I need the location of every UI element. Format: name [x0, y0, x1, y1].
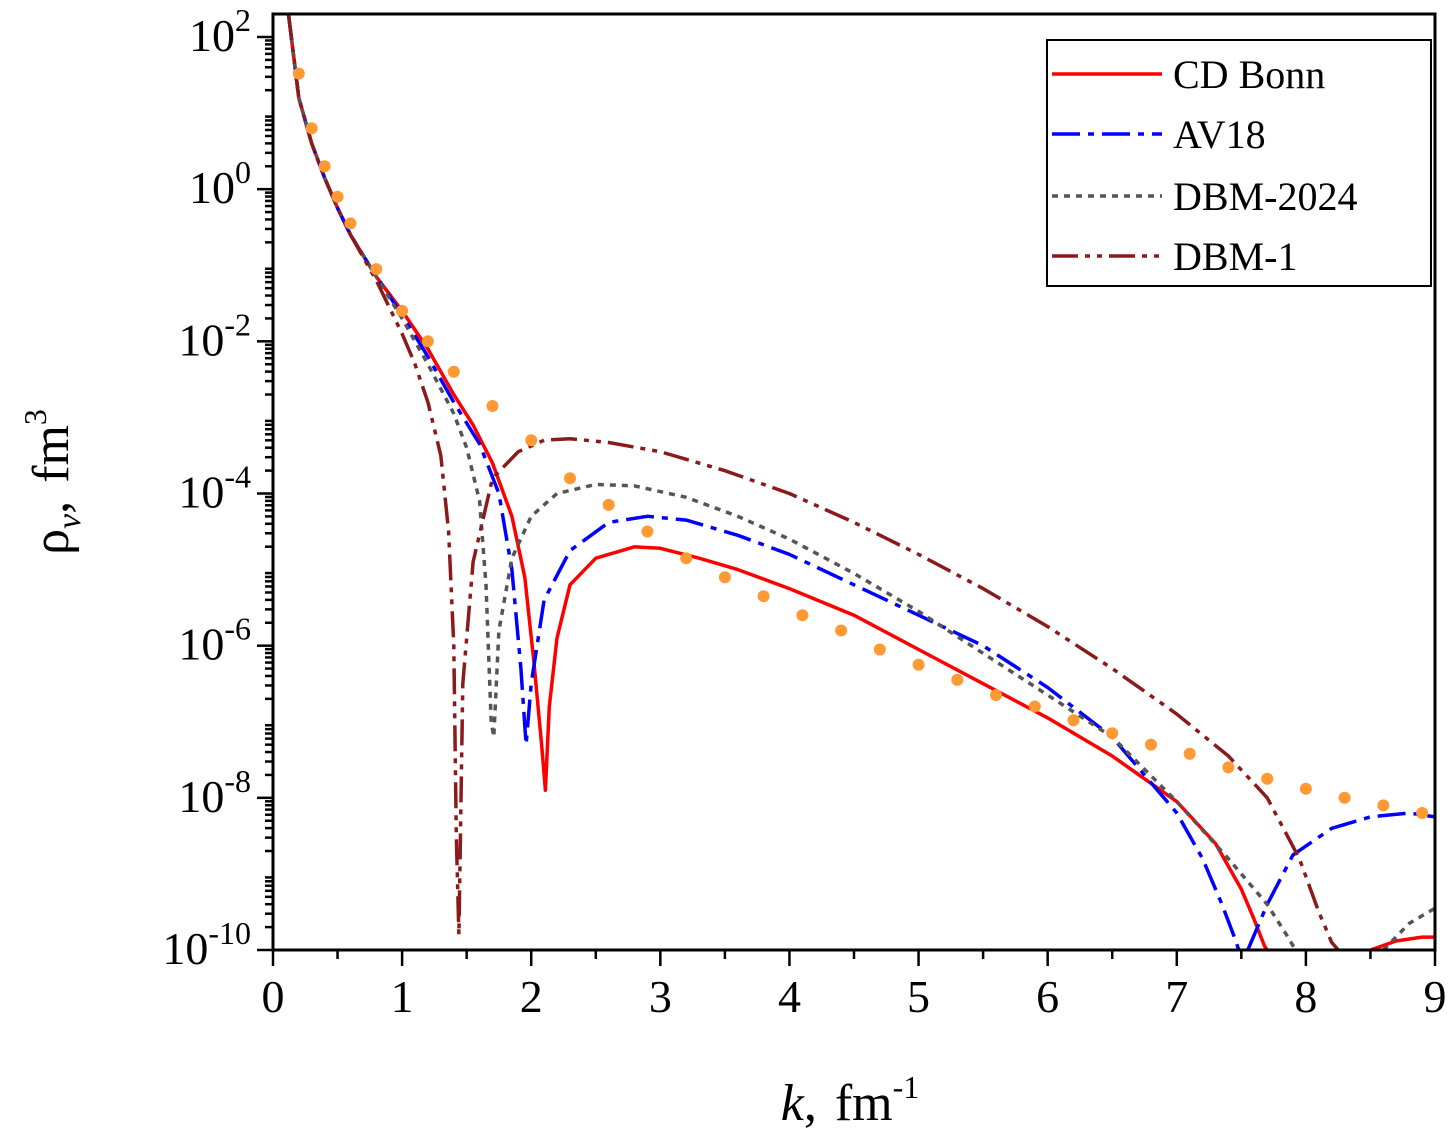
data-point	[990, 689, 1002, 702]
series-tail-dbm-2024	[1382, 906, 1435, 950]
data-point	[1338, 791, 1351, 804]
data-point	[447, 365, 460, 378]
data-point	[421, 335, 434, 348]
legend-label-dbm-2024: DBM-2024	[1173, 174, 1357, 219]
data-point	[1222, 761, 1235, 774]
y-tick-base: 10	[178, 619, 224, 670]
y-tick-label: 102	[189, 2, 251, 61]
series-tail-av18	[1246, 811, 1435, 950]
legend: CD Bonn AV18 DBM-2024 DBM-1	[1046, 39, 1432, 287]
data-point	[1028, 700, 1041, 713]
data-point	[912, 658, 925, 671]
y-axis-unit: fm	[23, 425, 80, 483]
data-point	[1067, 714, 1080, 727]
x-tick-label: 6	[1036, 971, 1059, 1022]
data-point	[757, 590, 770, 603]
data-point	[835, 624, 848, 637]
y-tick-base: 10	[162, 923, 208, 974]
series-tail-cd-bonn	[1369, 935, 1435, 950]
y-tick-base: 10	[178, 467, 224, 518]
y-tick-label: 10-8	[178, 763, 251, 822]
y-tick-label: 10-6	[178, 611, 251, 670]
y-tick-label: 10-2	[178, 306, 251, 365]
y-axis-var: ρ	[23, 529, 80, 555]
legend-label-dbm-1: DBM-1	[1173, 234, 1297, 279]
data-point	[796, 609, 809, 622]
points-layer	[292, 67, 1429, 819]
x-tick-label: 1	[391, 971, 414, 1022]
x-tick-label: 0	[262, 971, 285, 1022]
x-tick-label: 9	[1424, 971, 1447, 1022]
x-axis-title: k, fm-1	[781, 1069, 920, 1132]
data-point	[680, 552, 693, 565]
data-point	[1106, 727, 1119, 740]
data-point	[396, 304, 409, 317]
x-tick-label: 3	[649, 971, 672, 1022]
legend-label-cd-bonn: CD Bonn	[1173, 52, 1325, 97]
y-tick-base: 10	[178, 314, 224, 365]
y-tick-exp: -2	[224, 306, 251, 342]
y-tick-base: 10	[189, 10, 235, 61]
data-point	[486, 400, 499, 412]
x-tick-label: 4	[778, 971, 801, 1022]
y-tick-label: 10-4	[178, 459, 251, 518]
series-line-dbm-1	[286, 14, 1340, 950]
data-point	[292, 67, 305, 80]
series-layer	[286, 14, 1435, 950]
y-tick-base: 10	[178, 771, 224, 822]
x-tick-label: 8	[1294, 971, 1317, 1022]
y-tick-exp: -10	[208, 915, 251, 951]
data-point	[718, 571, 731, 584]
y-tick-label: 10-10	[162, 915, 251, 974]
y-tick-exp: 2	[235, 2, 251, 38]
data-point	[1299, 782, 1312, 795]
data-point	[318, 160, 331, 173]
y-axis-sep: ,	[23, 501, 80, 514]
ticks-layer	[257, 35, 1437, 966]
data-point	[1416, 807, 1429, 819]
data-point	[873, 643, 886, 656]
y-axis-sub: v	[51, 513, 88, 529]
y-tick-exp: -8	[224, 763, 251, 799]
data-point	[331, 190, 344, 203]
y-axis-title: ρv, fm3	[17, 409, 88, 555]
x-tick-label: 5	[907, 971, 930, 1022]
x-axis-var: k	[781, 1075, 805, 1132]
data-point	[1261, 772, 1274, 785]
legend-label-av18: AV18	[1173, 112, 1266, 157]
data-point	[641, 525, 654, 538]
data-point	[1377, 799, 1390, 812]
data-point	[1183, 747, 1196, 760]
series-line-dbm-2024	[286, 14, 1298, 950]
data-point	[305, 122, 318, 135]
data-point	[564, 472, 576, 485]
data-point	[525, 434, 538, 447]
data-point	[602, 498, 615, 511]
x-tick-labels: 0 1 2 3 4 5 6 7 8 9	[262, 971, 1447, 1022]
data-point	[344, 217, 357, 230]
y-tick-exp: 0	[235, 154, 251, 190]
x-axis-exp: -1	[893, 1069, 920, 1105]
legend-box	[1046, 39, 1432, 287]
x-axis-sep: ,	[804, 1075, 817, 1132]
series-line-av18	[286, 14, 1241, 950]
y-tick-exp: -6	[224, 611, 251, 647]
x-tick-label: 2	[520, 971, 543, 1022]
data-point	[370, 263, 383, 276]
x-tick-label: 7	[1165, 971, 1188, 1022]
data-point	[951, 673, 964, 686]
y-tick-label: 100	[189, 154, 251, 213]
x-axis-unit: fm	[835, 1075, 893, 1132]
y-tick-exp: -4	[224, 459, 251, 495]
data-point	[1145, 738, 1157, 751]
y-tick-base: 10	[189, 162, 235, 213]
y-axis-exp: 3	[17, 409, 53, 425]
